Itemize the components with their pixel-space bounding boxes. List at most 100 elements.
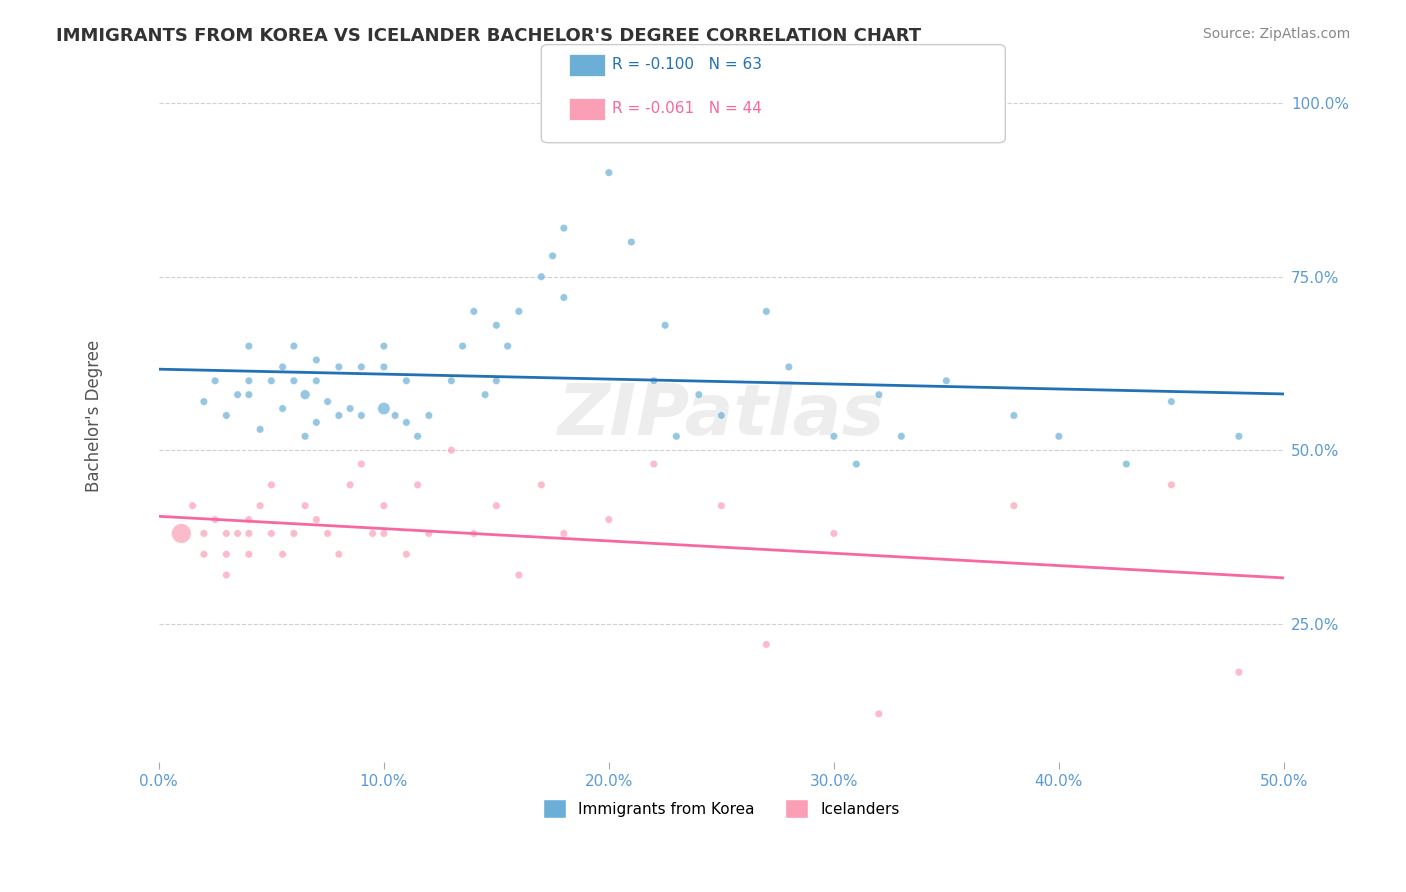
- Point: [305, 374, 328, 388]
- Text: IMMIGRANTS FROM KOREA VS ICELANDER BACHELOR'S DEGREE CORRELATION CHART: IMMIGRANTS FROM KOREA VS ICELANDER BACHE…: [56, 27, 921, 45]
- Point: [406, 478, 429, 492]
- Point: [204, 374, 226, 388]
- Y-axis label: Bachelor's Degree: Bachelor's Degree: [86, 339, 103, 491]
- Point: [215, 526, 238, 541]
- Point: [373, 526, 395, 541]
- Point: [868, 706, 890, 721]
- Text: R = -0.061   N = 44: R = -0.061 N = 44: [612, 102, 762, 116]
- Point: [373, 339, 395, 353]
- Point: [238, 374, 260, 388]
- Point: [305, 512, 328, 526]
- Point: [238, 547, 260, 561]
- Point: [530, 478, 553, 492]
- Point: [271, 547, 294, 561]
- Point: [350, 457, 373, 471]
- Point: [440, 374, 463, 388]
- Text: ZIPatlas: ZIPatlas: [558, 381, 884, 450]
- Point: [418, 409, 440, 423]
- Point: [935, 374, 957, 388]
- Point: [553, 526, 575, 541]
- Point: [485, 499, 508, 513]
- Point: [395, 416, 418, 430]
- Point: [249, 499, 271, 513]
- Point: [226, 387, 249, 401]
- Point: [260, 374, 283, 388]
- Point: [553, 221, 575, 235]
- Point: [271, 359, 294, 374]
- Point: [406, 429, 429, 443]
- Point: [283, 374, 305, 388]
- Point: [204, 512, 226, 526]
- Point: [249, 422, 271, 436]
- Point: [226, 526, 249, 541]
- Point: [868, 387, 890, 401]
- Point: [688, 387, 710, 401]
- Point: [373, 359, 395, 374]
- Point: [508, 304, 530, 318]
- Point: [294, 499, 316, 513]
- Legend: Immigrants from Korea, Icelanders: Immigrants from Korea, Icelanders: [537, 793, 905, 824]
- Point: [215, 409, 238, 423]
- Point: [305, 416, 328, 430]
- Point: [1227, 665, 1250, 680]
- Point: [260, 478, 283, 492]
- Point: [316, 394, 339, 409]
- Point: [1002, 409, 1025, 423]
- Point: [238, 512, 260, 526]
- Point: [350, 359, 373, 374]
- Point: [283, 526, 305, 541]
- Point: [328, 359, 350, 374]
- Point: [238, 387, 260, 401]
- Point: [193, 547, 215, 561]
- Point: [350, 409, 373, 423]
- Point: [654, 318, 676, 333]
- Point: [373, 401, 395, 416]
- Point: [1047, 429, 1070, 443]
- Point: [508, 568, 530, 582]
- Point: [215, 568, 238, 582]
- Point: [238, 526, 260, 541]
- Point: [485, 374, 508, 388]
- Point: [598, 166, 620, 180]
- Point: [845, 457, 868, 471]
- Point: [710, 409, 733, 423]
- Point: [328, 547, 350, 561]
- Point: [643, 374, 665, 388]
- Point: [778, 359, 800, 374]
- Point: [440, 443, 463, 458]
- Point: [1115, 457, 1137, 471]
- Point: [316, 526, 339, 541]
- Point: [643, 457, 665, 471]
- Point: [823, 429, 845, 443]
- Text: R = -0.100   N = 63: R = -0.100 N = 63: [612, 57, 762, 71]
- Point: [339, 478, 361, 492]
- Point: [474, 387, 496, 401]
- Point: [620, 235, 643, 249]
- Point: [384, 409, 406, 423]
- Point: [463, 526, 485, 541]
- Point: [283, 339, 305, 353]
- Point: [361, 526, 384, 541]
- Point: [373, 499, 395, 513]
- Point: [395, 374, 418, 388]
- Point: [823, 526, 845, 541]
- Point: [665, 429, 688, 443]
- Point: [1002, 499, 1025, 513]
- Point: [339, 401, 361, 416]
- Point: [710, 499, 733, 513]
- Point: [170, 526, 193, 541]
- Point: [193, 394, 215, 409]
- Point: [294, 429, 316, 443]
- Point: [755, 637, 778, 651]
- Point: [1160, 478, 1182, 492]
- Point: [305, 353, 328, 368]
- Point: [755, 304, 778, 318]
- Point: [395, 547, 418, 561]
- Point: [463, 304, 485, 318]
- Point: [541, 249, 564, 263]
- Point: [485, 318, 508, 333]
- Point: [496, 339, 519, 353]
- Point: [890, 429, 912, 443]
- Point: [260, 526, 283, 541]
- Point: [215, 547, 238, 561]
